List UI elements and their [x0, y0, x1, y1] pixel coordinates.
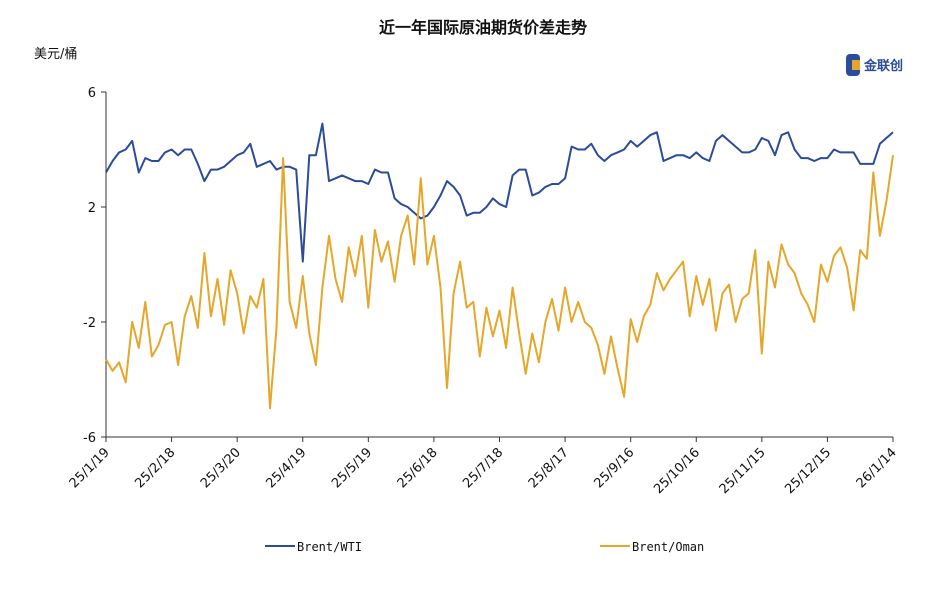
logo: 金联创 — [846, 54, 903, 76]
x-tick-label: 25/11/15 — [717, 445, 769, 497]
x-tick-label: 25/3/20 — [198, 445, 244, 491]
x-tick-label: 26/1/14 — [854, 445, 900, 491]
x-tick-label: 25/1/19 — [67, 445, 113, 491]
legend-label: Brent/Oman — [632, 540, 704, 554]
y-tick-label: -2 — [83, 316, 96, 331]
x-tick-label: 25/4/19 — [264, 445, 310, 491]
x-tick-label: 25/7/18 — [460, 445, 506, 491]
series-line — [105, 122, 894, 263]
series-line — [105, 155, 894, 410]
x-tick-label: 25/12/15 — [782, 445, 834, 497]
x-tick-label: 25/9/16 — [591, 445, 637, 491]
y-axis-label: 美元/桶 — [34, 47, 77, 62]
x-tick-label: 25/2/18 — [132, 445, 178, 491]
x-tick-label: 25/10/16 — [651, 445, 703, 497]
chart-title: 近一年国际原油期货价差走势 — [379, 18, 587, 37]
legend-label: Brent/WTI — [297, 540, 362, 554]
logo-text: 金联创 — [863, 58, 903, 74]
x-tick-label: 25/6/18 — [395, 445, 441, 491]
y-tick-label: 2 — [88, 201, 96, 216]
y-tick-label: -6 — [83, 431, 96, 446]
logo-icon-accent — [852, 60, 860, 70]
x-tick-label: 25/8/17 — [526, 445, 572, 491]
x-tick-label: 25/5/19 — [329, 445, 375, 491]
y-tick-label: 6 — [88, 86, 96, 101]
